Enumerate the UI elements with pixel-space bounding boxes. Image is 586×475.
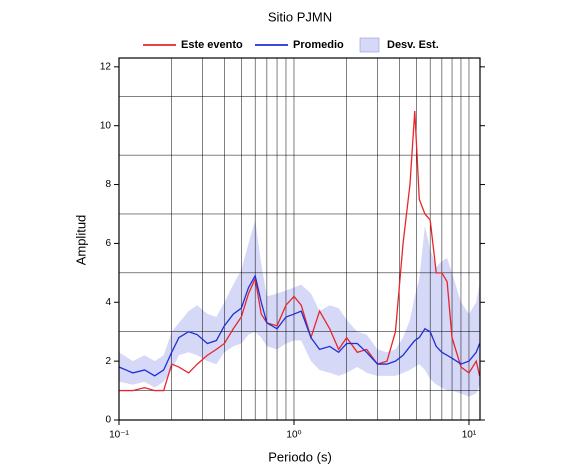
legend-label: Promedio (293, 39, 344, 51)
legend-label: Desv. Est. (387, 39, 439, 51)
y-tick-label: 8 (105, 179, 111, 190)
chart-title: Sitio PJMN (268, 9, 332, 24)
x-tick-label: 10¹ (462, 430, 477, 441)
y-tick-label: 0 (105, 415, 111, 426)
x-tick-label: 10⁻¹ (109, 430, 129, 441)
series-line (118, 274, 481, 377)
y-tick-label: 6 (105, 238, 111, 249)
series-line (119, 110, 481, 392)
y-tick-label: 2 (105, 356, 111, 367)
x-axis-label: Periodo (s) (268, 449, 332, 464)
x-tick-label: 10⁰ (286, 430, 301, 441)
legend-label: Este evento (181, 39, 243, 51)
std-band (119, 219, 480, 397)
y-tick-label: 12 (100, 61, 112, 72)
y-axis-label: Amplitud (73, 215, 88, 266)
plot-frame (118, 57, 481, 421)
y-tick-label: 10 (100, 120, 112, 131)
y-tick-label: 4 (105, 297, 111, 308)
legend-swatch (359, 37, 380, 53)
